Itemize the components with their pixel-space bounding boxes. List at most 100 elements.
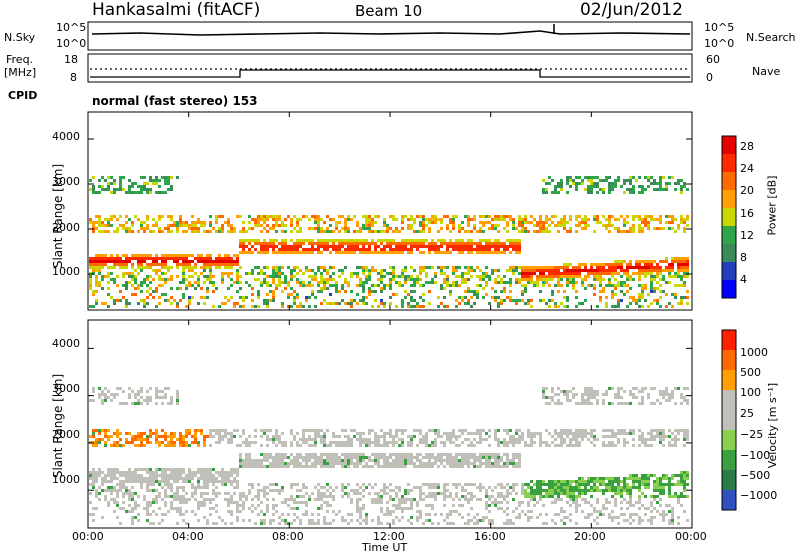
map-cell xyxy=(590,402,593,405)
map-cell xyxy=(251,269,254,272)
map-cell xyxy=(167,176,170,179)
map-cell xyxy=(110,399,113,402)
map-cell xyxy=(191,486,194,489)
map-cell xyxy=(176,254,179,257)
map-cell xyxy=(509,438,512,441)
map-cell xyxy=(533,224,536,227)
map-cell xyxy=(131,254,134,257)
map-cell xyxy=(230,260,233,263)
map-cell xyxy=(485,495,488,498)
map-cell xyxy=(566,432,569,435)
map-cell xyxy=(566,179,569,182)
map-cell xyxy=(179,501,182,504)
map-cell xyxy=(467,248,470,251)
map-cell xyxy=(281,486,284,489)
map-cell xyxy=(500,245,503,248)
map-cell xyxy=(287,305,290,308)
map-cell xyxy=(554,432,557,435)
map-cell xyxy=(203,266,206,269)
map-cell xyxy=(242,462,245,465)
map-cell xyxy=(611,477,614,480)
map-cell xyxy=(242,248,245,251)
map-cell xyxy=(434,281,437,284)
map-cell xyxy=(98,393,101,396)
map-cell xyxy=(260,272,263,275)
map-cell xyxy=(317,290,320,293)
map-cell xyxy=(377,498,380,501)
map-cell xyxy=(89,275,92,278)
map-cell xyxy=(674,293,677,296)
map-cell xyxy=(542,221,545,224)
map-cell xyxy=(380,453,383,456)
map-cell xyxy=(326,245,329,248)
map-cell xyxy=(308,269,311,272)
map-cell xyxy=(128,179,131,182)
map-cell xyxy=(623,260,626,263)
map-cell xyxy=(182,296,185,299)
map-cell xyxy=(641,293,644,296)
map-cell xyxy=(89,266,92,269)
map-cell xyxy=(137,302,140,305)
map-cell xyxy=(395,218,398,221)
map-cell xyxy=(404,281,407,284)
map-cell xyxy=(332,266,335,269)
map-cell xyxy=(683,218,686,221)
map-cell xyxy=(638,516,641,519)
map-cell xyxy=(542,396,545,399)
map-cell xyxy=(107,474,110,477)
map-cell xyxy=(149,429,152,432)
map-cell xyxy=(152,290,155,293)
map-cell xyxy=(467,492,470,495)
map-cell xyxy=(275,489,278,492)
map-cell xyxy=(176,474,179,477)
map-cell xyxy=(350,302,353,305)
map-cell xyxy=(140,444,143,447)
map-cell xyxy=(98,191,101,194)
map-cell xyxy=(383,462,386,465)
map-cell xyxy=(254,224,257,227)
map-cell xyxy=(113,489,116,492)
map-cell xyxy=(470,432,473,435)
map-cell xyxy=(341,227,344,230)
map-cell xyxy=(593,477,596,480)
map-cell xyxy=(476,293,479,296)
map-cell xyxy=(632,224,635,227)
map-cell xyxy=(554,480,557,483)
map-cell xyxy=(623,272,626,275)
map-cell xyxy=(122,224,125,227)
map-cell xyxy=(215,495,218,498)
map-cell xyxy=(149,179,152,182)
map-cell xyxy=(314,438,317,441)
map-cell xyxy=(296,432,299,435)
map-cell xyxy=(644,218,647,221)
map-cell xyxy=(308,242,311,245)
map-cell xyxy=(134,468,137,471)
map-cell xyxy=(242,296,245,299)
map-cell xyxy=(266,498,269,501)
map-cell xyxy=(554,522,557,525)
map-cell xyxy=(362,465,365,468)
map-cell xyxy=(377,516,380,519)
map-cell xyxy=(302,284,305,287)
map-cell xyxy=(128,191,131,194)
map-cell xyxy=(122,284,125,287)
map-cell xyxy=(620,290,623,293)
map-cell xyxy=(197,486,200,489)
map-cell xyxy=(608,501,611,504)
map-cell xyxy=(167,224,170,227)
map-cell xyxy=(500,441,503,444)
map-cell xyxy=(551,495,554,498)
map-cell xyxy=(569,399,572,402)
map-cell xyxy=(548,269,551,272)
map-cell xyxy=(251,462,254,465)
map-cell xyxy=(455,492,458,495)
map-cell xyxy=(635,474,638,477)
map-cell xyxy=(455,438,458,441)
map-cell xyxy=(488,510,491,513)
map-cell xyxy=(668,182,671,185)
map-cell xyxy=(503,242,506,245)
map-cell xyxy=(167,474,170,477)
map-cell xyxy=(443,266,446,269)
map-cell xyxy=(248,519,251,522)
map-cell xyxy=(374,441,377,444)
